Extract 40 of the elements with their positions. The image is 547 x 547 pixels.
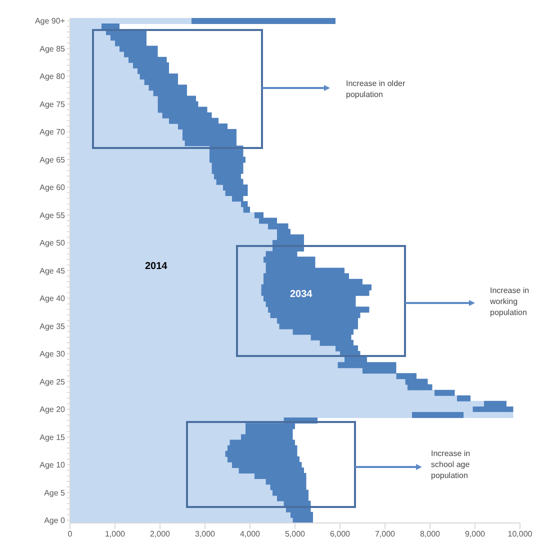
y-tick-label: Age 25 <box>40 377 66 386</box>
annotation: Increase in working population <box>490 285 530 319</box>
y-tick-label: Age 80 <box>40 72 66 82</box>
bar <box>412 412 464 418</box>
x-tick-label: 3,000 <box>194 530 216 539</box>
y-tick-label: Age 15 <box>40 432 66 442</box>
y-tick-label: Age 45 <box>40 266 66 276</box>
x-tick-label: 4,000 <box>240 530 261 539</box>
y-tick-label: Age 55 <box>40 210 66 220</box>
y-tick-label: Age 65 <box>40 155 66 164</box>
x-tick-label: 10,000 <box>508 530 533 539</box>
annotation: Increase in older population <box>346 78 406 100</box>
annotation: 2034 <box>290 288 314 302</box>
y-tick-label: Age 60 <box>40 183 66 192</box>
y-tick-label: Age 10 <box>40 460 66 470</box>
y-tick-label: Age 30 <box>40 350 66 359</box>
x-tick-label: 9,000 <box>464 530 486 539</box>
x-tick-label: 0 <box>68 530 73 539</box>
y-tick-label: Age 40 <box>40 294 66 304</box>
x-tick-label: 7,000 <box>374 530 396 539</box>
y-tick-label: Age 20 <box>40 405 66 414</box>
bar <box>192 18 336 24</box>
y-tick-label: Age 0 <box>44 516 66 526</box>
bar <box>434 390 455 396</box>
bar <box>457 395 470 402</box>
y-tick-label: Age 5 <box>44 488 66 498</box>
y-tick-label: Age 90+ <box>34 16 66 26</box>
x-tick-label: 1,000 <box>104 530 126 539</box>
bar <box>102 24 120 30</box>
y-tick-label: Age 70 <box>40 128 66 137</box>
y-tick-label: Age 75 <box>40 100 66 109</box>
y-tick-label: Age 35 <box>40 322 66 331</box>
x-tick-label: 5,000 <box>284 530 306 539</box>
x-tick-label: 8,000 <box>420 530 441 539</box>
y-tick-label: Age 50 <box>40 238 66 248</box>
x-tick-label: 6,000 <box>330 530 351 539</box>
annotation: Increase in school age population <box>431 448 472 482</box>
y-tick-label: Age 85 <box>40 44 66 54</box>
annotation: 2014 <box>145 260 168 274</box>
x-tick-label: 2,000 <box>150 530 171 539</box>
